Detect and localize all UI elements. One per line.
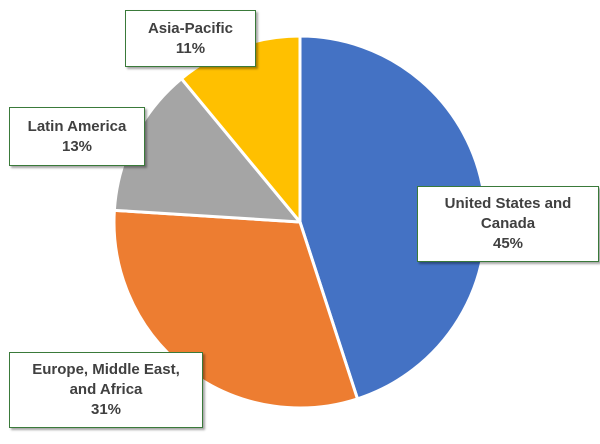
data-label-asia-pacific: Asia-Pacific 11% [125, 10, 256, 67]
data-label-latin-america: Latin America 13% [9, 107, 145, 166]
data-label-united-states-canada: United States and Canada 45% [417, 186, 599, 262]
data-label-europe-middle-east-africa: Europe, Middle East, and Africa 31% [9, 352, 203, 428]
